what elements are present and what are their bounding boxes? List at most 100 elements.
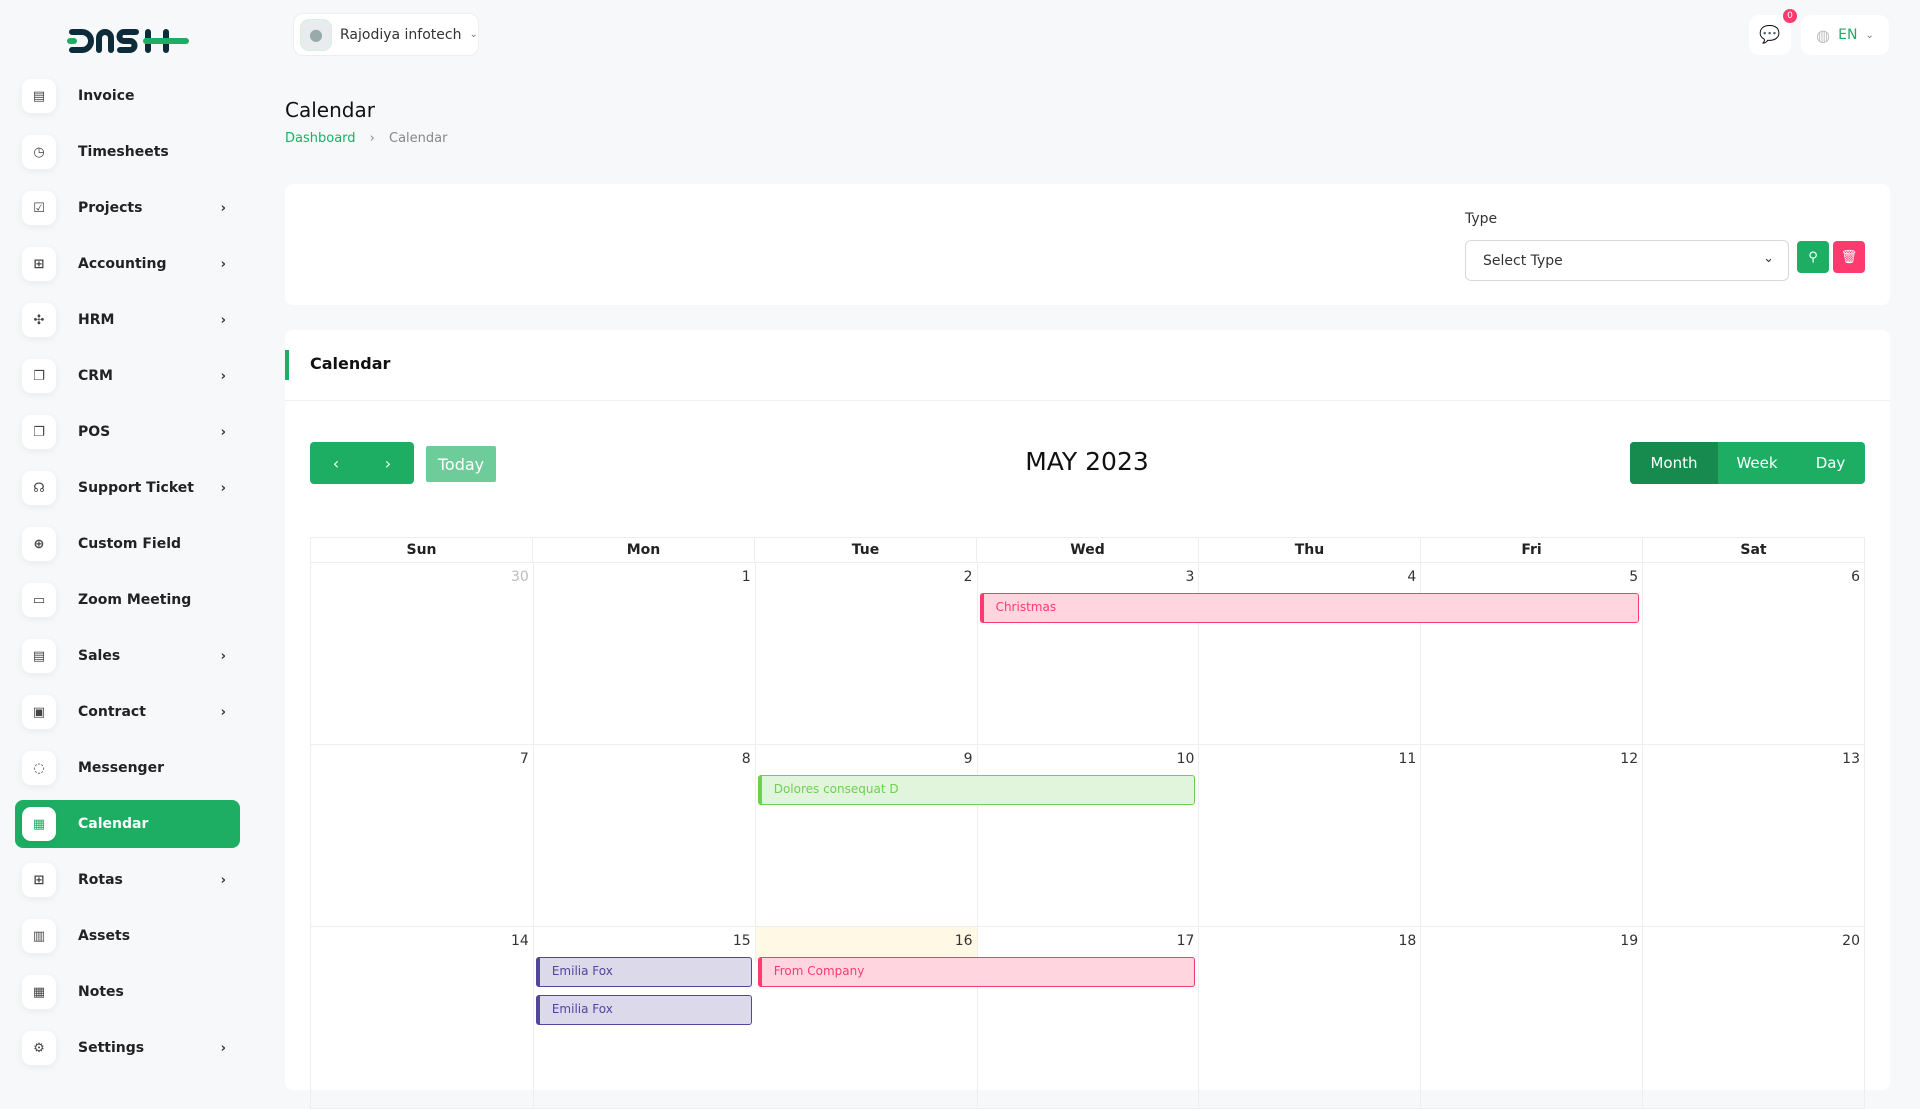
calendar-event[interactable]: Dolores consequat D: [757, 775, 1196, 805]
day-cell[interactable]: 20: [1642, 927, 1864, 1108]
calendar-event[interactable]: Emilia Fox: [535, 995, 752, 1025]
day-number: 3: [1185, 569, 1195, 585]
calendar-card: Calendar ‹ › Today MAY 2023 Month Week Day…: [285, 330, 1890, 1109]
sidebar-item-messenger[interactable]: ◌ Messenger: [15, 744, 240, 792]
search-icon: ⚲: [1808, 249, 1818, 265]
weekday-header: Sun Mon Tue Wed Thu Fri Sat: [310, 537, 1865, 563]
calendar-event[interactable]: Christmas: [979, 593, 1640, 623]
next-month-button[interactable]: ›: [362, 442, 414, 484]
sidebar-item-zoom-meeting[interactable]: ▭ Zoom Meeting: [15, 576, 240, 624]
chevron-left-icon: ‹: [332, 453, 340, 473]
checkbox-icon: ☑: [22, 191, 56, 225]
day-number: 13: [1842, 751, 1860, 767]
accent-bar: [285, 350, 289, 380]
sidebar-item-projects[interactable]: ☑ Projects ›: [15, 184, 240, 232]
day-cell[interactable]: 18: [1198, 927, 1420, 1108]
company-switcher[interactable]: ● Rajodiya infotech ⌄: [293, 13, 479, 56]
clock-icon: ◷: [22, 135, 56, 169]
sidebar-item-pos[interactable]: ❐ POS ›: [15, 408, 240, 456]
sidebar-item-invoice[interactable]: ▤ Invoice: [15, 72, 240, 120]
chevron-right-icon: ›: [220, 648, 226, 664]
calendar-card-title: Calendar: [310, 354, 391, 373]
day-cell[interactable]: 10: [976, 745, 1199, 926]
day-cell[interactable]: 15: [532, 927, 755, 1108]
day-cell[interactable]: 1: [532, 563, 755, 744]
day-cell[interactable]: 6: [1642, 563, 1864, 744]
today-button[interactable]: Today: [426, 446, 496, 482]
day-number: 9: [963, 751, 973, 767]
clear-filter-button[interactable]: 🗑: [1833, 241, 1865, 273]
breadcrumb-dashboard[interactable]: Dashboard: [285, 131, 356, 146]
chevron-right-icon: ›: [220, 480, 226, 496]
sidebar-item-label: Invoice: [78, 88, 135, 104]
day-cell[interactable]: 14: [311, 927, 533, 1108]
sidebar-item-accounting[interactable]: ⊞ Accounting ›: [15, 240, 240, 288]
chevron-right-icon: ›: [369, 131, 375, 146]
breadcrumb: Dashboard › Calendar: [285, 131, 447, 146]
chevron-right-icon: ›: [220, 368, 226, 384]
file-icon: ▤: [22, 79, 56, 113]
divider: [285, 400, 1890, 401]
sidebar-item-timesheets[interactable]: ◷ Timesheets: [15, 128, 240, 176]
sidebar-item-contract[interactable]: ▣ Contract ›: [15, 688, 240, 736]
video-icon: ▭: [22, 583, 56, 617]
chevron-right-icon: ›: [220, 704, 226, 720]
day-cell[interactable]: 19: [1420, 927, 1642, 1108]
calendar-event[interactable]: From Company: [757, 957, 1196, 987]
chat-icon: 💬: [1759, 25, 1781, 45]
day-cell[interactable]: 12: [1420, 745, 1642, 926]
weekday-mon: Mon: [532, 538, 754, 562]
day-cell[interactable]: 4: [1198, 563, 1420, 744]
sidebar-item-rotas[interactable]: ⊞ Rotas ›: [15, 856, 240, 904]
day-cell[interactable]: 3: [976, 563, 1199, 744]
day-cell[interactable]: 5: [1420, 563, 1642, 744]
weekday-fri: Fri: [1420, 538, 1642, 562]
sidebar-item-sales[interactable]: ▤ Sales ›: [15, 632, 240, 680]
device-icon: ▣: [22, 695, 56, 729]
view-month-button[interactable]: Month: [1630, 442, 1718, 484]
day-number: 18: [1398, 933, 1417, 949]
calendar-event[interactable]: Emilia Fox: [535, 957, 752, 987]
sidebar-item-label: Sales: [78, 648, 121, 664]
chevron-right-icon: ›: [220, 424, 226, 440]
day-number: 4: [1407, 569, 1417, 585]
search-button[interactable]: ⚲: [1797, 241, 1829, 273]
day-cell[interactable]: 13: [1642, 745, 1864, 926]
sidebar-item-settings[interactable]: ⚙ Settings ›: [15, 1024, 240, 1072]
day-number: 17: [1176, 933, 1195, 949]
day-number: 16: [954, 933, 973, 949]
calculator-icon: ▥: [22, 919, 56, 953]
day-cell[interactable]: 9: [754, 745, 977, 926]
sidebar-item-label: Rotas: [78, 872, 123, 888]
grid-icon: ⊞: [22, 863, 56, 897]
view-day-button[interactable]: Day: [1815, 454, 1846, 472]
sidebar-item-crm[interactable]: ❐ CRM ›: [15, 352, 240, 400]
sidebar-item-calendar[interactable]: ▦ Calendar: [15, 800, 240, 848]
notification-badge: 0: [1783, 9, 1797, 23]
sidebar-item-label: POS: [78, 424, 111, 440]
prev-month-button[interactable]: ‹: [310, 442, 362, 484]
day-cell[interactable]: 17: [976, 927, 1199, 1108]
day-number: 15: [732, 933, 751, 949]
sidebar-item-label: Custom Field: [78, 536, 182, 552]
avatar: ●: [300, 18, 332, 51]
sidebar-item-hrm[interactable]: ✣ HRM ›: [15, 296, 240, 344]
sidebar-item-assets[interactable]: ▥ Assets: [15, 912, 240, 960]
day-cell[interactable]: 11: [1198, 745, 1420, 926]
calendar-icon: ▦: [22, 975, 56, 1009]
sidebar-item-custom-field[interactable]: ⊕ Custom Field: [15, 520, 240, 568]
sidebar-item-notes[interactable]: ▦ Notes: [15, 968, 240, 1016]
type-select[interactable]: Select Type ⌄: [1465, 240, 1789, 281]
day-cell[interactable]: 2: [754, 563, 977, 744]
day-cell[interactable]: 7: [311, 745, 533, 926]
sidebar-item-label: Support Ticket: [78, 480, 194, 496]
messages-button[interactable]: 💬 0: [1749, 9, 1797, 55]
globe-icon: ◍: [1816, 25, 1831, 45]
sidebar-item-support-ticket[interactable]: ☊ Support Ticket ›: [15, 464, 240, 512]
day-cell[interactable]: 30: [311, 563, 533, 744]
day-cell[interactable]: 8: [532, 745, 755, 926]
view-week-button[interactable]: Week: [1736, 454, 1778, 472]
language-selector[interactable]: ◍ EN ⌄: [1801, 15, 1889, 55]
day-number: 20: [1842, 933, 1860, 949]
users-icon: ✣: [22, 303, 56, 337]
